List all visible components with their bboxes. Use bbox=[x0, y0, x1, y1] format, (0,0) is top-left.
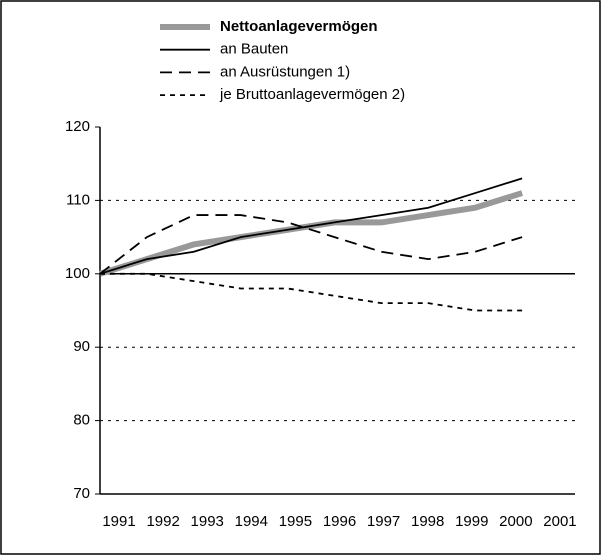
x-tick-label: 1997 bbox=[367, 513, 400, 530]
legend-label: an Ausrüstungen 1) bbox=[220, 63, 350, 80]
series-line bbox=[99, 177, 523, 275]
y-tick-label: 100 bbox=[65, 265, 90, 282]
x-tick-label: 1992 bbox=[146, 513, 179, 530]
y-tick-label: 80 bbox=[73, 412, 90, 429]
series-line bbox=[99, 214, 523, 275]
y-tick-label: 110 bbox=[66, 191, 90, 208]
y-tick-label: 90 bbox=[73, 338, 90, 355]
x-tick-label: 1995 bbox=[279, 513, 312, 530]
x-tick-label: 1999 bbox=[455, 513, 488, 530]
x-tick-label: 2001 bbox=[543, 513, 576, 530]
y-tick-label: 120 bbox=[65, 118, 90, 135]
series-line bbox=[100, 272, 523, 312]
x-tick-label: 1996 bbox=[323, 513, 356, 530]
legend-label: Nettoanlagevermögen bbox=[220, 18, 378, 35]
legend-label: je Bruttoanlagevermögen 2) bbox=[219, 86, 405, 103]
legend-label: an Bauten bbox=[220, 41, 288, 58]
x-tick-label: 2000 bbox=[499, 513, 532, 530]
x-tick-label: 1991 bbox=[102, 513, 135, 530]
x-tick-label: 1993 bbox=[191, 513, 224, 530]
x-tick-label: 1998 bbox=[411, 513, 444, 530]
y-tick-label: 70 bbox=[73, 485, 90, 502]
x-tick-label: 1994 bbox=[235, 513, 268, 530]
